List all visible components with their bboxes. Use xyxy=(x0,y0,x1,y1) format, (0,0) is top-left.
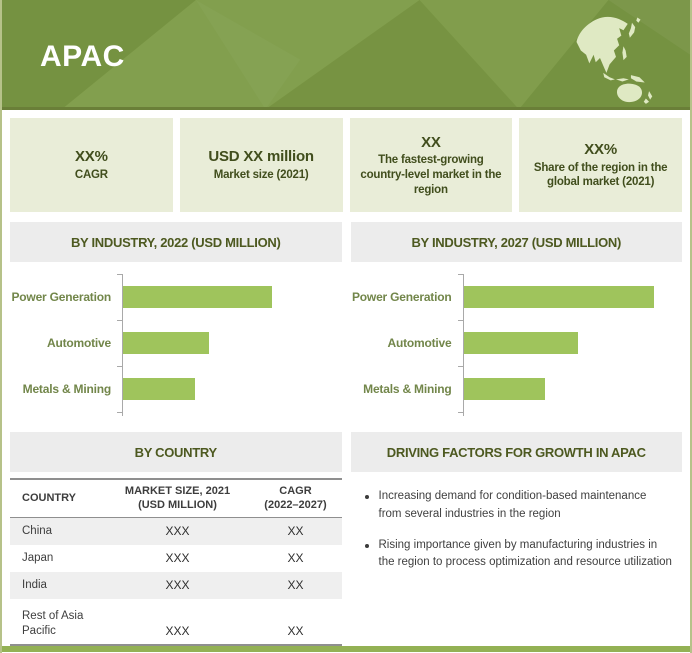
column-header-market-size: MARKET SIZE, 2021 (USD MILLION) xyxy=(124,484,231,511)
bar-automotive xyxy=(123,332,209,354)
driving-factors-list: Increasing demand for condition-based ma… xyxy=(351,472,683,572)
chart-row: Power Generation xyxy=(10,274,342,320)
bar-track xyxy=(122,378,342,400)
table-header-row: COUNTRY MARKET SIZE, 2021 (USD MILLION) … xyxy=(10,478,342,518)
stat-fastest-growing: XX The fastest-growing country-level mar… xyxy=(349,118,513,212)
bar-track xyxy=(463,378,683,400)
apac-map-icon xyxy=(568,12,664,104)
chart-2022-header: BY INDUSTRY, 2022 (USD MILLION) xyxy=(10,222,342,262)
country-table-column: COUNTRY MARKET SIZE, 2021 (USD MILLION) … xyxy=(10,472,342,646)
category-label: Automotive xyxy=(46,336,111,350)
bottom-content-row: COUNTRY MARKET SIZE, 2021 (USD MILLION) … xyxy=(2,472,690,646)
chart-row: Automotive xyxy=(10,320,342,366)
category-label: Metals & Mining xyxy=(22,382,112,396)
category-label: Metals & Mining xyxy=(363,382,452,396)
stat-label: CAGR xyxy=(74,168,108,181)
category-label: Automotive xyxy=(387,336,452,350)
industry-header-row: BY INDUSTRY, 2022 (USD MILLION) BY INDUS… xyxy=(2,222,690,262)
bar-automotive xyxy=(463,332,578,354)
chart-2027-header: BY INDUSTRY, 2027 (USD MILLION) xyxy=(350,222,682,262)
industry-charts-row: Power Generation Automotive Metals & Min… xyxy=(2,262,690,430)
stat-label: Market size (2021) xyxy=(213,168,309,181)
stat-global-share: XX% Share of the region in the global ma… xyxy=(519,118,682,212)
stat-label: The fastest-growing country-level market… xyxy=(360,154,502,196)
stat-value: XX xyxy=(421,133,441,151)
by-country-header: BY COUNTRY xyxy=(10,432,342,472)
bar-chart-2027: Power Generation Automotive Metals & Min… xyxy=(351,262,683,430)
driving-factors-column: Increasing demand for condition-based ma… xyxy=(351,472,683,585)
bar-track xyxy=(122,332,342,354)
bar-power-generation xyxy=(463,286,655,308)
country-table: COUNTRY MARKET SIZE, 2021 (USD MILLION) … xyxy=(10,478,342,646)
bar-track xyxy=(463,332,683,354)
stat-value: USD XX million xyxy=(208,148,314,166)
page-title: APAC xyxy=(40,40,125,73)
bottom-border-band xyxy=(2,646,690,652)
column-header-cagr: CAGR (2022–2027) xyxy=(264,484,327,511)
bar-metals-mining xyxy=(123,378,196,400)
bar-chart-2022: Power Generation Automotive Metals & Min… xyxy=(10,262,342,430)
bottom-header-row: BY COUNTRY DRIVING FACTORS FOR GROWTH IN… xyxy=(2,432,690,472)
table-row-rest-of-asia-pacific: Rest of Asia Pacific XXX XX xyxy=(22,610,304,638)
list-item: Increasing demand for condition-based ma… xyxy=(363,488,673,524)
bullet-dot-icon xyxy=(364,495,369,499)
table-row-china: China XXX XX xyxy=(10,518,342,545)
bullet-dot-icon xyxy=(364,543,369,548)
stat-value: XX% xyxy=(584,141,617,159)
table-row-japan: Japan XXX XX xyxy=(22,551,304,565)
list-item: Rising importance given by manufacturing… xyxy=(363,537,673,573)
stat-market-size: USD XX million Market size (2021) xyxy=(179,118,343,212)
stat-value: XX% xyxy=(75,148,108,166)
table-row-india: India XXX XX xyxy=(10,572,342,599)
stat-label: Share of the region in the global market… xyxy=(533,161,668,189)
driving-factors-header: DRIVING FACTORS FOR GROWTH IN APAC xyxy=(350,432,682,472)
chart-row: Metals & Mining xyxy=(351,366,683,412)
region-banner: APAC xyxy=(2,0,690,110)
chart-row: Automotive xyxy=(351,320,683,366)
bar-power-generation xyxy=(123,286,273,308)
stat-box-row: XX% CAGR USD XX million Market size (202… xyxy=(2,118,690,212)
bar-track xyxy=(122,286,342,308)
bar-track xyxy=(463,286,683,308)
column-header-country: COUNTRY xyxy=(22,492,76,505)
bar-metals-mining xyxy=(463,378,545,400)
stat-cagr: XX% CAGR xyxy=(10,118,173,212)
category-label: Power Generation xyxy=(352,290,452,304)
chart-row: Power Generation xyxy=(351,274,683,320)
category-label: Power Generation xyxy=(11,290,112,304)
chart-row: Metals & Mining xyxy=(10,366,342,412)
